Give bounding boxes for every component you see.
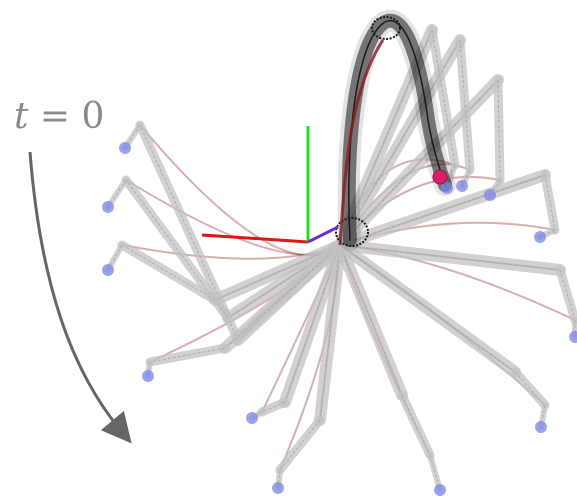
ghost-wireframe xyxy=(539,229,556,238)
ghost-wireframe xyxy=(339,244,403,396)
ghost-wireframe xyxy=(431,29,456,166)
ghost-wireframe xyxy=(139,124,239,341)
ghost-wireframe xyxy=(429,454,441,491)
foot-marker xyxy=(456,180,468,192)
ghost-wireframe xyxy=(544,174,556,231)
ghost-wireframe xyxy=(261,401,286,413)
ghost-wireframe xyxy=(214,244,341,301)
ghost-wireframe xyxy=(319,244,341,421)
foot-marker xyxy=(272,482,284,494)
x-axis xyxy=(201,233,309,244)
ghost-wireframe xyxy=(540,404,546,428)
ghost-wireframe xyxy=(339,174,546,246)
foot-marker xyxy=(142,370,154,382)
target-marker xyxy=(432,169,448,185)
foot-marker xyxy=(102,201,114,213)
time-variable: t xyxy=(14,96,29,137)
foot-marker xyxy=(246,412,258,424)
foot-marker xyxy=(434,484,446,496)
ghost-limb xyxy=(334,74,505,251)
curved-time-arrow-icon xyxy=(28,151,132,444)
ghost-wireframe xyxy=(339,244,561,271)
ghost-wireframe xyxy=(121,244,216,301)
ghost-wireframe xyxy=(284,244,341,403)
ghost-limb xyxy=(334,169,560,251)
ghost-wireframe xyxy=(514,371,546,406)
ghost-wireframe xyxy=(401,394,431,456)
ghost-wireframe xyxy=(279,419,321,471)
ghost-wireframe xyxy=(459,39,471,171)
ghost-limb xyxy=(334,239,550,430)
ghost-limb-poses xyxy=(105,24,577,493)
ghost-wireframe xyxy=(149,347,226,363)
time-equals: = xyxy=(39,96,71,137)
time-value: 0 xyxy=(81,96,105,137)
ghost-wireframe xyxy=(125,179,229,319)
active-trajectory xyxy=(338,39,385,246)
hip-joint xyxy=(335,217,369,247)
ghost-wireframe xyxy=(339,79,499,246)
knee-joint xyxy=(371,16,401,40)
foot-marker xyxy=(102,264,114,276)
z-axis xyxy=(307,225,339,244)
ghost-wireframe xyxy=(339,244,516,373)
foot-marker xyxy=(569,331,577,343)
foot-markers xyxy=(102,142,577,496)
foot-marker xyxy=(441,182,453,194)
ghost-limb xyxy=(334,239,443,493)
foot-marker xyxy=(535,421,547,433)
ghost-wireframe xyxy=(339,29,433,246)
foot-marker xyxy=(534,231,546,243)
ghost-wireframe xyxy=(559,269,576,321)
foot-marker xyxy=(119,142,131,154)
coordinate-frame-icon xyxy=(201,126,339,244)
time-annotation: t = 0 xyxy=(14,96,104,137)
foot-marker xyxy=(484,189,496,201)
active-limb-pose xyxy=(335,9,456,251)
ghost-wireframe xyxy=(461,169,471,187)
ghost-limb xyxy=(275,239,346,491)
ghost-wireframe xyxy=(224,244,341,349)
ghost-wireframe xyxy=(497,79,501,181)
